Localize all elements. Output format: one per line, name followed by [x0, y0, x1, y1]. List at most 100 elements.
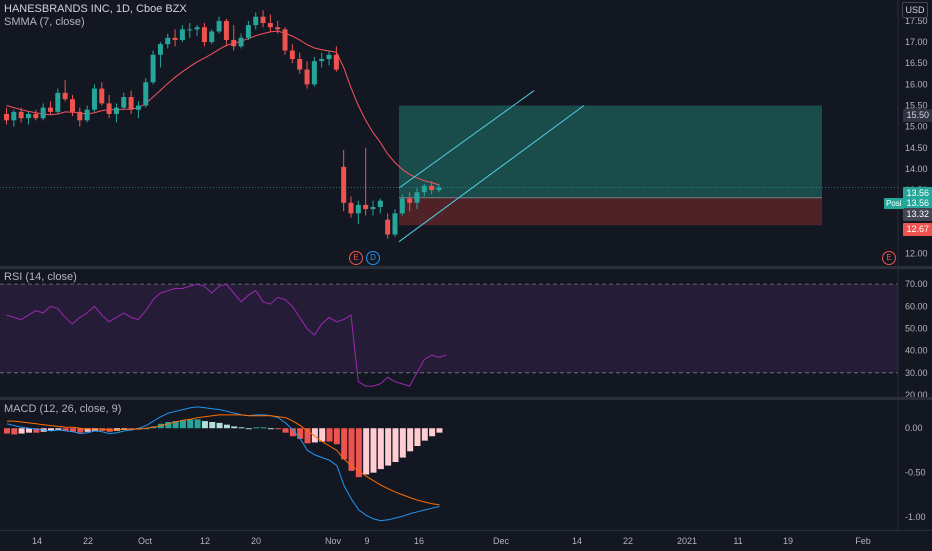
- candle-body: [209, 31, 215, 43]
- candle: [392, 209, 398, 237]
- candle: [348, 196, 354, 218]
- candle: [407, 192, 413, 212]
- macd-histogram-bar: [275, 428, 282, 430]
- macd-histogram-bar: [238, 427, 245, 429]
- candle: [157, 42, 163, 68]
- candle: [165, 33, 171, 49]
- candle: [267, 14, 273, 32]
- candle: [77, 107, 83, 127]
- price-tick-label: 15.50: [905, 101, 928, 111]
- candle-body: [11, 111, 17, 121]
- channel-lower-line: [398, 105, 585, 243]
- candle: [84, 105, 90, 123]
- macd-tick-label: -0.50: [905, 468, 926, 478]
- macd-histogram-bar: [385, 428, 392, 466]
- position-label[interactable]: Posi: [884, 198, 904, 209]
- candle: [297, 52, 303, 74]
- time-tick-label: 16: [414, 536, 424, 546]
- candle: [62, 80, 68, 102]
- candle-body: [436, 187, 442, 191]
- candle: [429, 181, 435, 195]
- time-axis[interactable]: 14 22 Oct 12 20 Nov 9 16 Dec 14 22 2021 11 19 Feb: [0, 530, 932, 551]
- time-tick-label: 22: [623, 536, 633, 546]
- dividend-event-icon[interactable]: D: [366, 251, 380, 265]
- candle-body: [62, 92, 68, 100]
- candle-body: [25, 113, 31, 119]
- macd-histogram-bar: [201, 421, 208, 429]
- time-tick-label: 20: [251, 536, 261, 546]
- candle-body: [40, 107, 46, 119]
- earnings-event-icon-future[interactable]: E: [882, 251, 896, 265]
- pane-divider[interactable]: [0, 397, 932, 400]
- macd-histogram-bar: [407, 428, 414, 452]
- symbol-title[interactable]: HANESBRANDS INC, 1D, Cboe BZX: [4, 3, 187, 15]
- candle-body: [363, 204, 369, 210]
- currency-button[interactable]: USD: [902, 2, 928, 18]
- rsi-tick-label: 70.00: [905, 279, 928, 289]
- macd-indicator-label[interactable]: MACD (12, 26, close, 9): [4, 403, 122, 415]
- macd-histogram-bar: [143, 428, 150, 430]
- candle-body: [267, 23, 273, 28]
- candle-body: [18, 111, 24, 119]
- candle-body: [157, 44, 163, 55]
- macd-pane[interactable]: 0.00 -0.50 -1.00 MACD (12, 26, close, 9): [0, 400, 932, 530]
- macd-histogram-bar: [172, 421, 179, 429]
- candle: [414, 187, 420, 210]
- macd-histogram-bar: [77, 428, 84, 433]
- smma-indicator-label[interactable]: SMMA (7, close): [4, 16, 85, 28]
- candle-body: [319, 58, 325, 62]
- candle: [106, 94, 112, 119]
- macd-histogram-bar: [33, 428, 40, 433]
- candle: [128, 90, 134, 114]
- candle-body: [377, 200, 383, 208]
- macd-histogram-bar: [421, 428, 428, 441]
- time-tick-label: Dec: [493, 536, 510, 546]
- last-price-tag: 13.56: [903, 187, 932, 200]
- candle-body: [407, 198, 413, 203]
- rsi-band: [0, 284, 898, 373]
- candle-body: [326, 54, 332, 59]
- signal-line: [7, 414, 440, 506]
- macd-line: [6, 406, 440, 522]
- price-tick-label: 15.00: [905, 122, 928, 132]
- candle-body: [179, 29, 185, 40]
- price-chart[interactable]: 17.5017.0016.5016.0015.5015.0014.5014.00…: [0, 0, 932, 266]
- macd-histogram-bar: [377, 428, 384, 470]
- channel-upper-line: [398, 90, 535, 189]
- candle: [289, 44, 295, 64]
- macd-histogram-bar: [436, 428, 443, 433]
- rsi-indicator-label[interactable]: RSI (14, close): [4, 271, 77, 283]
- time-tick-label: 11: [733, 536, 742, 546]
- candle: [399, 194, 405, 216]
- candle-body: [121, 97, 127, 108]
- candle: [304, 61, 310, 89]
- candle: [436, 183, 442, 193]
- candle: [172, 29, 178, 47]
- rsi-chart[interactable]: 70.00 60.00 50.00 40.00 30.00 20.00: [0, 269, 932, 397]
- stop-price-tag: 12.67: [903, 223, 932, 236]
- candle-body: [187, 29, 193, 31]
- candle: [377, 198, 383, 214]
- candle-body: [47, 107, 53, 112]
- macd-chart[interactable]: 0.00 -0.50 -1.00: [0, 400, 932, 530]
- macd-histogram-bar: [18, 428, 25, 434]
- candle-body: [348, 202, 354, 214]
- time-tick-label: 22: [83, 536, 93, 546]
- candle-body: [135, 105, 141, 110]
- rsi-pane[interactable]: 70.00 60.00 50.00 40.00 30.00 20.00 RSI (14, …: [0, 269, 932, 397]
- candle-body: [238, 37, 244, 47]
- time-tick-label: Nov: [325, 536, 342, 546]
- candle: [179, 25, 185, 43]
- earnings-event-icon[interactable]: E: [349, 251, 363, 265]
- candle: [245, 20, 251, 40]
- candle-body: [304, 69, 310, 85]
- candle-body: [201, 27, 207, 43]
- candle: [231, 25, 237, 51]
- macd-histogram-bar: [392, 428, 399, 462]
- price-pane[interactable]: 17.50 17.00 16.50 16.00 15.50 15.00 14.50 14.00…: [0, 0, 932, 266]
- candle-body: [297, 58, 303, 70]
- candle-body: [392, 213, 398, 235]
- pane-divider[interactable]: [0, 266, 932, 269]
- candle: [326, 50, 332, 66]
- candle-body: [128, 97, 134, 110]
